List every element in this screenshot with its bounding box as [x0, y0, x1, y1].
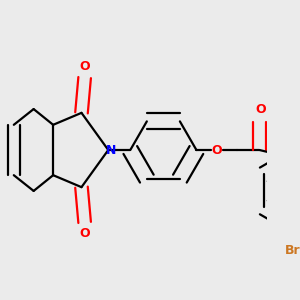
Text: O: O — [256, 103, 266, 116]
Text: Br: Br — [285, 244, 300, 256]
Text: O: O — [79, 60, 90, 73]
Text: O: O — [79, 227, 90, 240]
Text: O: O — [212, 143, 222, 157]
Text: N: N — [106, 143, 116, 157]
